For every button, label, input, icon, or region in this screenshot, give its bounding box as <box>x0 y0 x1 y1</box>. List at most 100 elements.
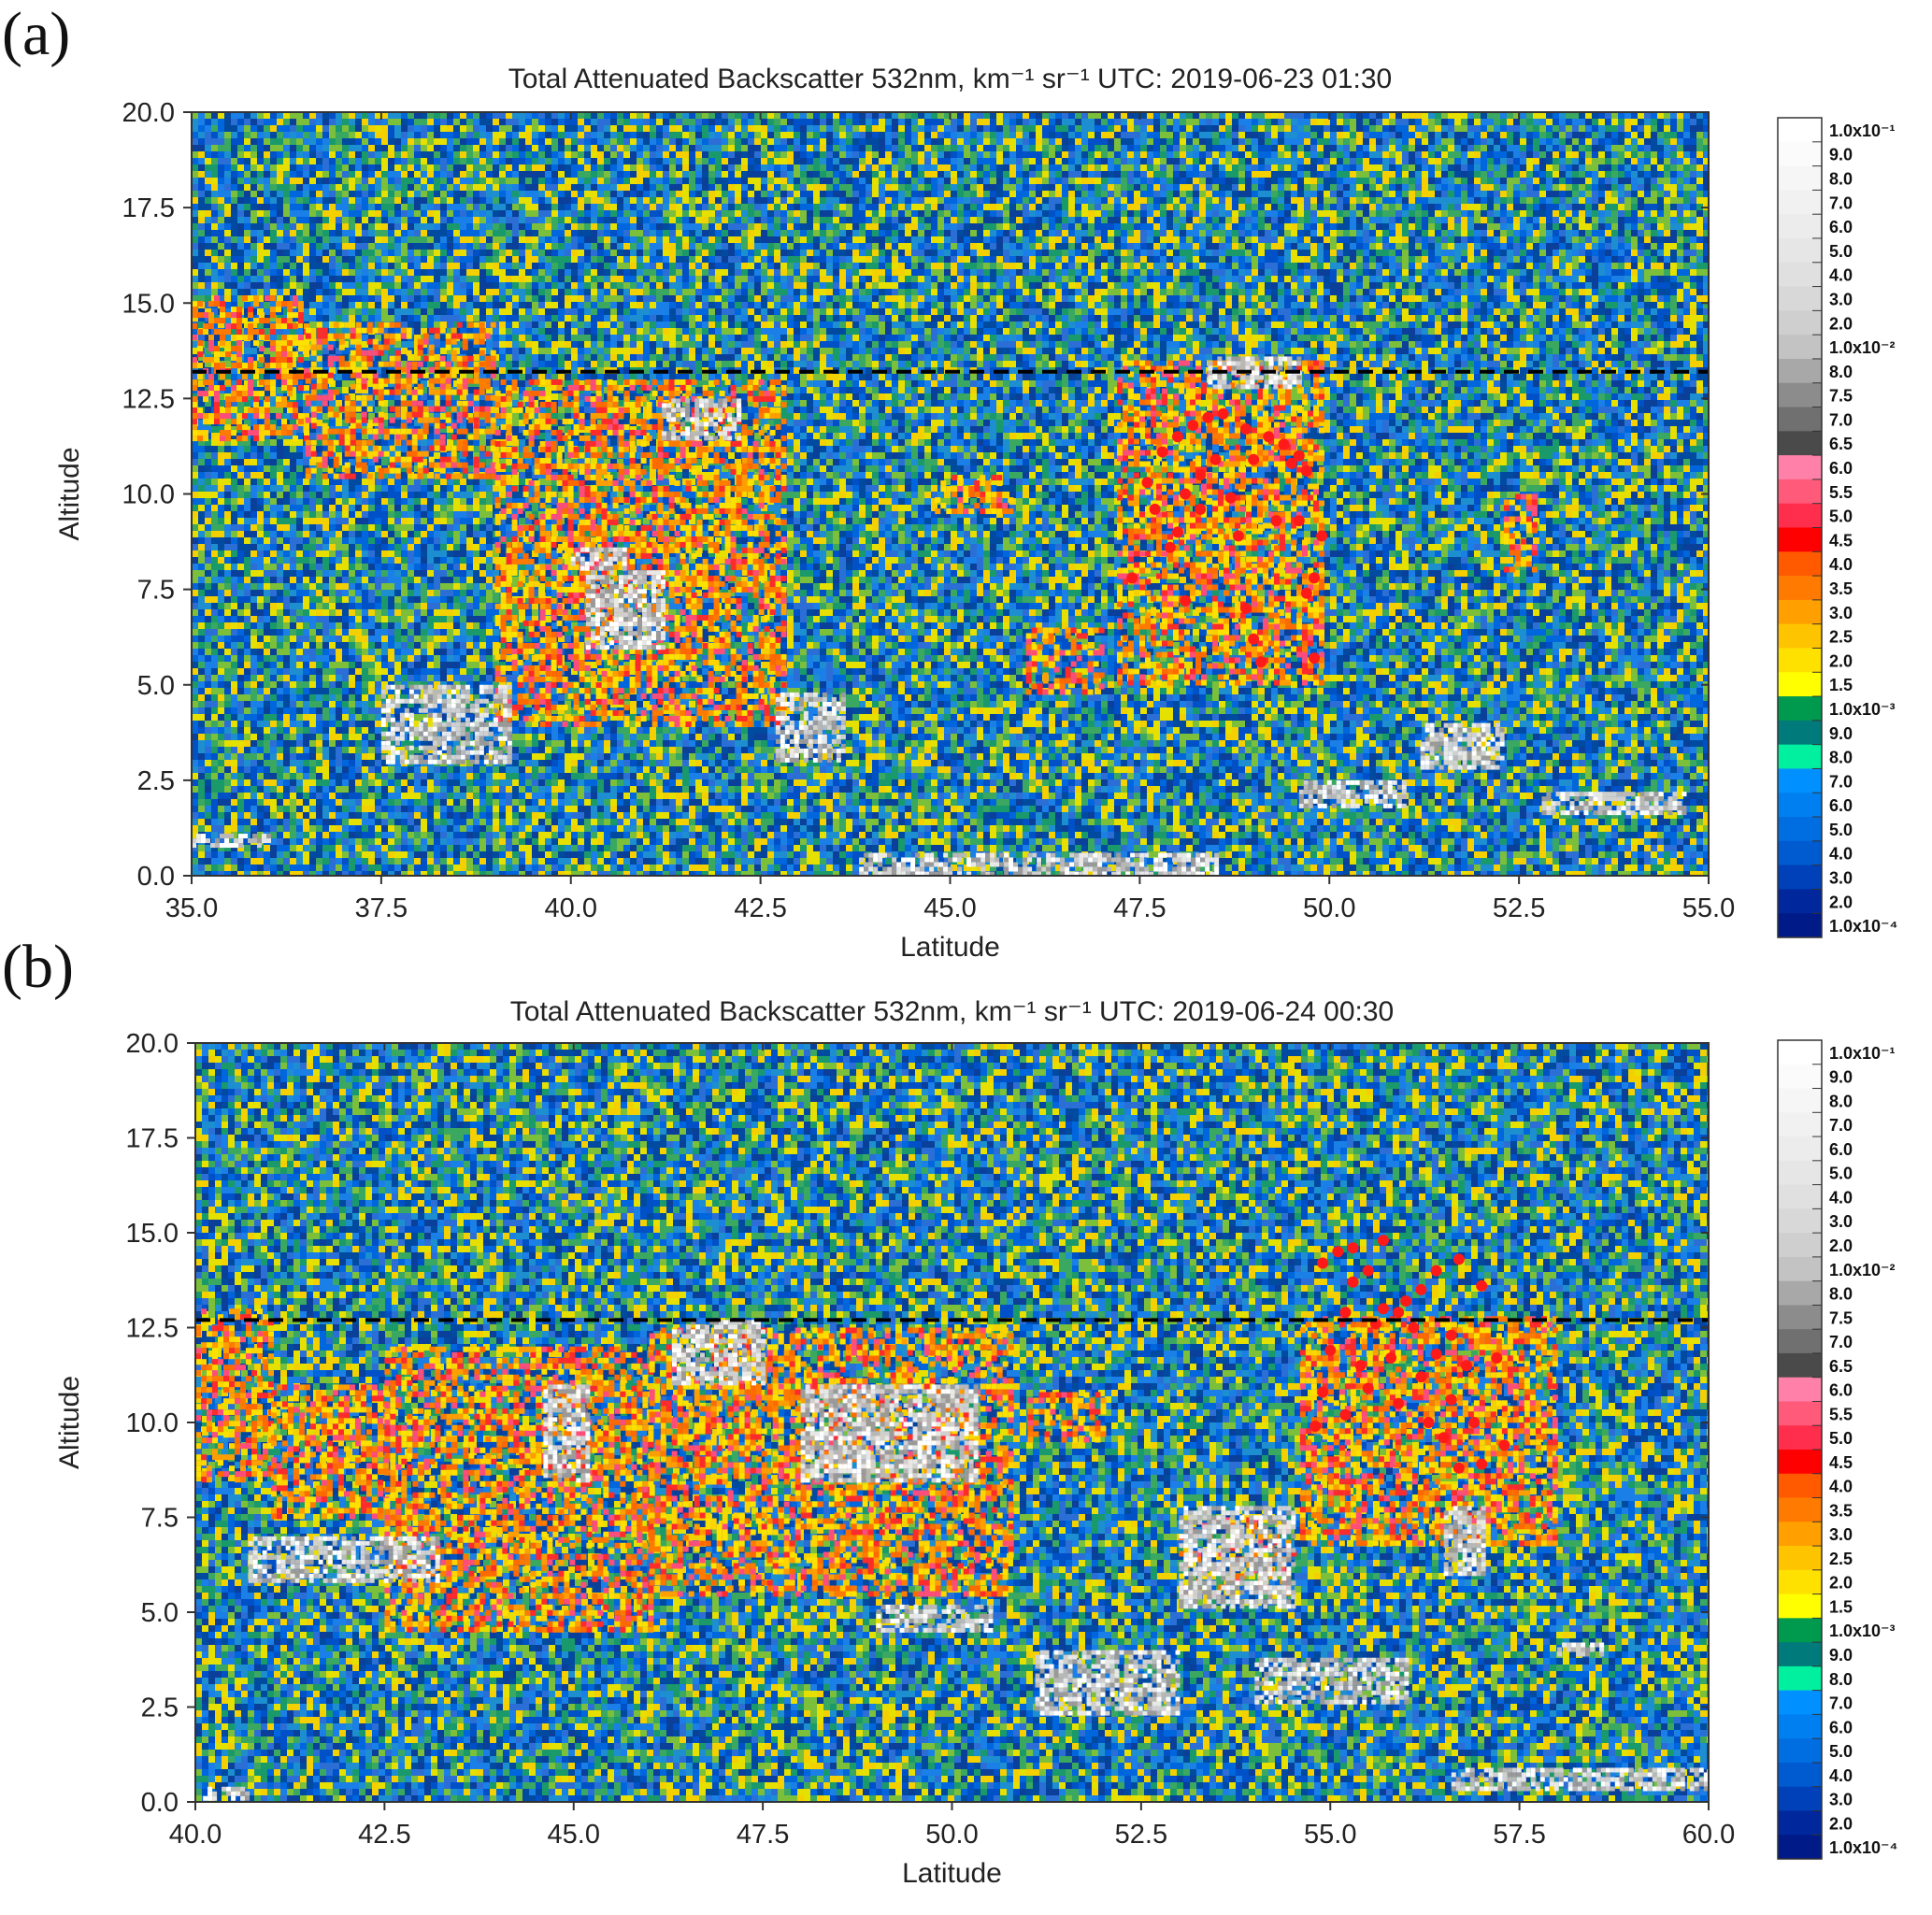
noise-cell <box>1461 164 1467 171</box>
noise-cell <box>231 184 237 191</box>
noise-cell <box>192 151 198 158</box>
noise-cell <box>1140 112 1147 119</box>
noise-cell <box>708 164 715 171</box>
noise-cell <box>205 210 211 217</box>
noise-cell <box>983 112 990 119</box>
noise-cell <box>578 125 584 132</box>
noise-cell <box>211 171 218 178</box>
noise-cell <box>1337 119 1343 125</box>
noise-cell <box>1225 132 1232 138</box>
noise-cell <box>1291 145 1297 151</box>
noise-cell <box>1677 132 1683 138</box>
noise-cell <box>1206 197 1212 204</box>
noise-cell <box>794 191 800 197</box>
noise-cell <box>1225 125 1232 132</box>
noise-cell <box>551 197 558 204</box>
noise-cell <box>1238 210 1245 217</box>
noise-cell <box>277 112 283 119</box>
noise-cell <box>591 210 597 217</box>
noise-cell <box>1356 191 1363 197</box>
noise-cell <box>951 112 957 119</box>
noise-cell <box>1009 197 1016 204</box>
noise-cell <box>519 191 525 197</box>
noise-cell <box>1513 158 1520 164</box>
noise-cell <box>192 178 198 184</box>
noise-cell <box>1546 158 1553 164</box>
noise-cell <box>1206 112 1212 119</box>
noise-cell <box>1461 184 1467 191</box>
noise-cell <box>414 125 421 132</box>
noise-cell <box>1095 119 1101 125</box>
noise-cell <box>643 178 650 184</box>
noise-cell <box>1160 119 1166 125</box>
noise-cell <box>833 125 839 132</box>
noise-cell <box>1644 184 1651 191</box>
noise-cell <box>1670 184 1677 191</box>
noise-cell <box>1539 171 1546 178</box>
noise-cell <box>597 184 604 191</box>
noise-cell <box>1009 138 1016 145</box>
noise-cell <box>1075 171 1081 178</box>
noise-cell <box>1395 145 1402 151</box>
noise-cell <box>1382 191 1389 197</box>
noise-cell <box>1513 197 1520 204</box>
noise-cell <box>368 132 375 138</box>
noise-cell <box>1330 138 1337 145</box>
noise-cell <box>270 204 277 210</box>
noise-cell <box>329 204 336 210</box>
noise-cell <box>1324 138 1330 145</box>
noise-cell <box>218 125 224 132</box>
noise-cell <box>1055 164 1062 171</box>
noise-cell <box>951 151 957 158</box>
noise-cell <box>1127 184 1134 191</box>
noise-cell <box>1147 151 1153 158</box>
noise-cell <box>231 197 237 204</box>
noise-cell <box>1454 138 1461 145</box>
noise-cell <box>322 158 329 164</box>
noise-cell <box>656 112 663 119</box>
noise-cell <box>1127 204 1134 210</box>
noise-cell <box>329 151 336 158</box>
noise-cell <box>787 125 794 132</box>
noise-cell <box>316 132 322 138</box>
noise-cell <box>1566 178 1572 184</box>
noise-cell <box>283 197 290 204</box>
noise-cell <box>617 132 623 138</box>
noise-cell <box>192 132 198 138</box>
noise-cell <box>1389 197 1395 204</box>
noise-cell <box>1553 125 1559 132</box>
noise-cell <box>205 164 211 171</box>
noise-cell <box>1376 112 1382 119</box>
noise-cell <box>1324 145 1330 151</box>
noise-cell <box>381 184 388 191</box>
noise-cell <box>1670 204 1677 210</box>
noise-cell <box>931 164 937 171</box>
noise-cell <box>977 197 983 204</box>
noise-cell <box>682 132 689 138</box>
noise-cell <box>983 164 990 171</box>
noise-cell <box>1029 178 1036 184</box>
noise-cell <box>1160 145 1166 151</box>
noise-cell <box>525 210 532 217</box>
noise-cell <box>1546 191 1553 197</box>
noise-cell <box>879 164 885 171</box>
noise-cell <box>604 184 610 191</box>
noise-cell <box>316 191 322 197</box>
noise-cell <box>1585 204 1592 210</box>
noise-cell <box>1363 138 1369 145</box>
noise-cell <box>427 151 434 158</box>
noise-cell <box>774 204 780 210</box>
noise-cell <box>1467 184 1474 191</box>
noise-cell <box>1651 145 1657 151</box>
noise-cell <box>1467 145 1474 151</box>
noise-cell <box>296 119 303 125</box>
noise-cell <box>349 158 355 164</box>
noise-cell <box>1343 164 1350 171</box>
noise-cell <box>1317 184 1324 191</box>
noise-cell <box>1677 125 1683 132</box>
noise-cell <box>1029 132 1036 138</box>
noise-cell <box>1186 112 1193 119</box>
noise-cell <box>205 171 211 178</box>
noise-cell <box>761 158 767 164</box>
noise-cell <box>1121 184 1127 191</box>
